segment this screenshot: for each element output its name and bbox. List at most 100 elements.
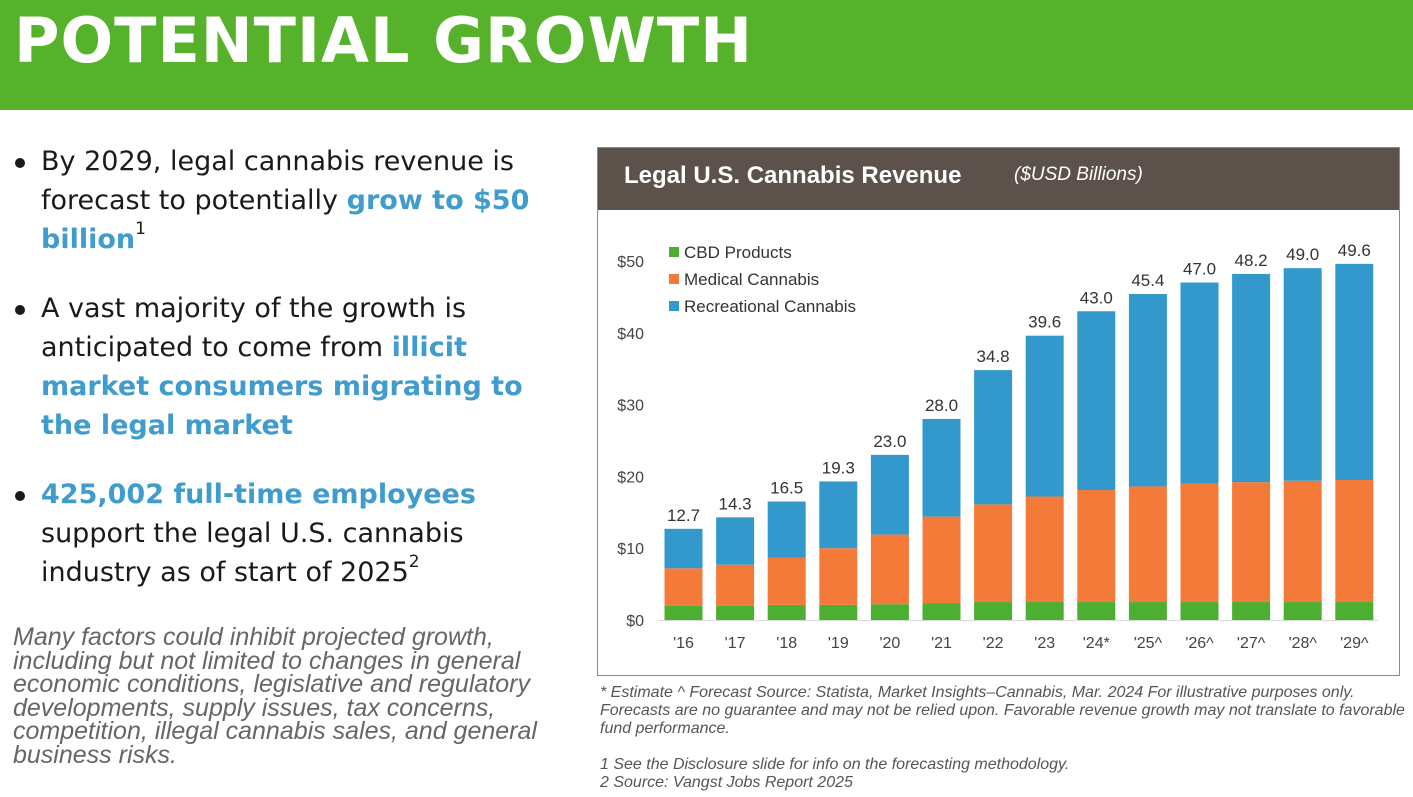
bar-segment [819,481,858,549]
bar-total-label: 47.0 [1183,260,1216,279]
bar-segment [1025,602,1064,620]
chart-plot: $0 $10 $20 $30 $40 $50 12.7 '16 14.3 '17 16.5 '18 19… [617,241,1378,652]
bar-segment [1232,273,1271,483]
bar-segment [1128,294,1167,487]
bar-segment [922,418,961,517]
footnote-marker: 2 [408,552,420,572]
x-tick-label: '22 [983,635,1004,652]
bar-total-label: 19.3 [822,458,855,477]
legend-label: CBD Products [684,243,792,262]
bar-segment [767,501,806,558]
bullet-list: By 2029, legal cannabis revenue is forec… [14,142,554,592]
footnote-1: 1 See the Disclosure slide for info on t… [600,756,1070,773]
note-spacer [600,738,1408,756]
revenue-chart: Legal U.S. Cannabis Revenue ($USD Billio… [597,147,1400,676]
x-tick-label: '18 [776,635,797,652]
bar-segment [1335,602,1374,620]
x-tick-label: '16 [673,635,694,652]
bar-segment [1283,602,1322,620]
page-title: POTENTIAL GROWTH [14,4,754,77]
bar-segment [1077,602,1116,620]
bar-segment [1232,482,1271,603]
x-tick-label: '21 [931,635,952,652]
bar-segment [767,604,806,620]
bar-segment [1077,490,1116,603]
bar-segment [716,564,755,606]
bullet-highlight: 425,002 full-time employees [41,479,476,510]
x-tick-label: '24* [1083,635,1110,652]
bar-total-label: 43.0 [1080,288,1113,307]
bullet-highlight: grow to $50 billion [41,185,530,255]
bar-segment [1077,311,1116,491]
x-tick-label: '29^ [1340,635,1369,652]
chart-subtitle: ($USD Billions) [1014,164,1143,185]
x-tick-label: '28^ [1289,635,1318,652]
bar-segment [1128,486,1167,603]
bar-segment [664,568,703,606]
bullet-text: By 2029, legal cannabis revenue is forec… [41,146,514,216]
bar-total-label: 28.0 [925,396,958,415]
bar-segment [664,605,703,620]
source-note: * Estimate ^ Forecast Source: Statista, … [600,684,1408,792]
bar-total-label: 12.7 [667,506,700,525]
bar-segment [1335,479,1374,603]
bar-total-label: 23.0 [873,432,906,451]
x-tick-label: '23 [1034,635,1055,652]
chart-header: Legal U.S. Cannabis Revenue ($USD Billio… [598,148,1399,210]
y-tick-label: $20 [617,469,644,486]
bar-segment [819,548,858,605]
bar-segment [870,454,909,535]
bar-total-label: 48.2 [1235,251,1268,270]
y-tick-label: $30 [617,398,644,415]
bar-segment [1283,480,1322,603]
x-tick-label: '27^ [1237,635,1266,652]
chart-title: Legal U.S. Cannabis Revenue [624,162,962,189]
legend-label: Recreational Cannabis [684,297,856,316]
legend-swatch [669,301,679,311]
bar-total-label: 49.0 [1286,245,1319,264]
bar-segment [974,602,1013,620]
bar-total-label: 39.6 [1028,313,1061,332]
bar-segment [1180,602,1219,620]
bar-total-label: 14.3 [719,494,752,513]
legend-swatch [669,247,679,257]
bar-segment [1025,496,1064,603]
bullet-growth: A vast majority of the growth is anticip… [14,289,554,445]
y-tick-label: $10 [617,541,644,558]
bar-segment [870,604,909,620]
bar-segment [870,534,909,605]
bar-segment [1283,268,1322,481]
bar-segment [1128,602,1167,620]
bullet-employees: 425,002 full-time employees support the … [14,475,554,592]
x-tick-label: '20 [879,635,900,652]
bullet-text: A vast majority of the growth is anticip… [41,293,467,363]
bullet-text-end: support the legal U.S. cannabis industry… [41,518,464,588]
bar-segment [716,605,755,620]
y-tick-label: $50 [617,254,644,271]
risk-disclaimer: Many factors could inhibit projected gro… [13,623,537,769]
footnote-2: 2 Source: Vangst Jobs Report 2025 [600,774,853,791]
bar-segment [974,504,1013,603]
legend-label: Medical Cannabis [684,270,819,289]
bar-segment [664,528,703,569]
bar-segment [922,603,961,620]
bullet-highlight: illicit market consumers migrating to th… [41,332,523,441]
bar-segment [1180,282,1219,484]
footnote-marker: 1 [135,219,146,239]
bar-segment [1232,602,1271,620]
x-tick-label: '25^ [1134,635,1163,652]
bar-segment [819,604,858,620]
x-tick-label: '17 [725,635,746,652]
legend-swatch [669,274,679,284]
bar-segment [767,557,806,605]
bar-segment [716,517,755,565]
source-line: * Estimate ^ Forecast Source: Statista, … [600,684,1405,737]
y-tick-label: $0 [626,613,644,630]
x-tick-label: '19 [828,635,849,652]
bar-total-label: 45.4 [1131,271,1164,290]
bullet-revenue: By 2029, legal cannabis revenue is forec… [14,142,554,259]
x-tick-label: '26^ [1185,635,1214,652]
bar-total-label: 49.6 [1338,241,1371,260]
bar-segment [922,516,961,604]
bar-total-label: 34.8 [977,347,1010,366]
